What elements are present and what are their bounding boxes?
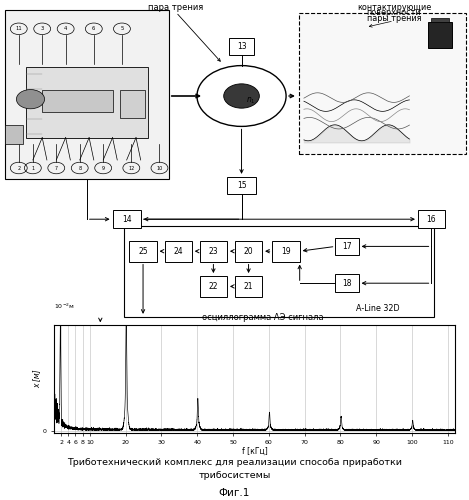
Text: 7: 7 — [55, 166, 58, 170]
Text: пара трения: пара трения — [148, 4, 204, 13]
FancyBboxPatch shape — [228, 38, 254, 55]
Text: Триботехнический комплекс для реализации способа приработки: Триботехнический комплекс для реализации… — [67, 458, 402, 467]
Circle shape — [224, 84, 259, 108]
Text: 10: 10 — [156, 166, 163, 170]
FancyBboxPatch shape — [200, 276, 227, 297]
Text: 4: 4 — [64, 26, 68, 32]
Text: пары трения: пары трения — [367, 14, 421, 23]
Text: 14: 14 — [122, 214, 131, 224]
Text: 18: 18 — [342, 278, 352, 287]
Text: 6: 6 — [92, 26, 96, 32]
Text: 2: 2 — [17, 166, 20, 170]
FancyBboxPatch shape — [235, 241, 262, 262]
FancyBboxPatch shape — [431, 18, 449, 22]
Text: 13: 13 — [237, 42, 246, 51]
FancyBboxPatch shape — [227, 177, 256, 194]
FancyBboxPatch shape — [124, 226, 434, 317]
Text: 12: 12 — [128, 166, 135, 170]
FancyBboxPatch shape — [299, 13, 466, 154]
FancyBboxPatch shape — [120, 90, 145, 118]
Text: 20: 20 — [244, 246, 253, 256]
FancyBboxPatch shape — [418, 210, 445, 228]
FancyBboxPatch shape — [129, 241, 157, 262]
FancyBboxPatch shape — [165, 241, 192, 262]
X-axis label: f [кГц]: f [кГц] — [242, 446, 267, 456]
Text: 25: 25 — [138, 246, 148, 256]
Text: 15: 15 — [237, 181, 246, 190]
Text: 5: 5 — [120, 26, 124, 32]
Text: поверхности: поверхности — [367, 8, 421, 18]
Circle shape — [16, 90, 45, 109]
FancyBboxPatch shape — [428, 22, 452, 48]
Text: Фиг.1: Фиг.1 — [219, 488, 250, 498]
Text: трибосистемы: трибосистемы — [198, 472, 271, 480]
Text: 16: 16 — [427, 214, 436, 224]
Text: осциллограмма АЭ сигнала: осциллограмма АЭ сигнала — [202, 312, 324, 322]
FancyBboxPatch shape — [335, 274, 359, 292]
Text: 24: 24 — [174, 246, 183, 256]
Text: 11: 11 — [15, 26, 22, 32]
Text: 22: 22 — [209, 282, 218, 291]
FancyBboxPatch shape — [235, 276, 262, 297]
Text: 21: 21 — [244, 282, 253, 291]
FancyBboxPatch shape — [335, 238, 359, 255]
FancyBboxPatch shape — [5, 10, 169, 179]
FancyBboxPatch shape — [272, 241, 300, 262]
Text: 3: 3 — [41, 26, 44, 32]
Y-axis label: x [м]: x [м] — [32, 370, 41, 388]
Text: 9: 9 — [102, 166, 105, 170]
FancyBboxPatch shape — [26, 67, 148, 138]
Text: 17: 17 — [342, 242, 352, 251]
Text: контактирующие: контактирующие — [357, 2, 431, 12]
FancyBboxPatch shape — [113, 210, 141, 228]
FancyBboxPatch shape — [42, 90, 113, 112]
Text: A-Line 32D: A-Line 32D — [356, 304, 400, 314]
Text: 19: 19 — [281, 246, 291, 256]
Text: $n_1$: $n_1$ — [246, 96, 256, 106]
Text: 23: 23 — [209, 246, 218, 256]
Text: 8: 8 — [78, 166, 81, 170]
FancyBboxPatch shape — [5, 125, 23, 144]
FancyBboxPatch shape — [200, 241, 227, 262]
Text: 1: 1 — [31, 166, 34, 170]
Text: $10^{-2}$м: $10^{-2}$м — [54, 302, 75, 311]
